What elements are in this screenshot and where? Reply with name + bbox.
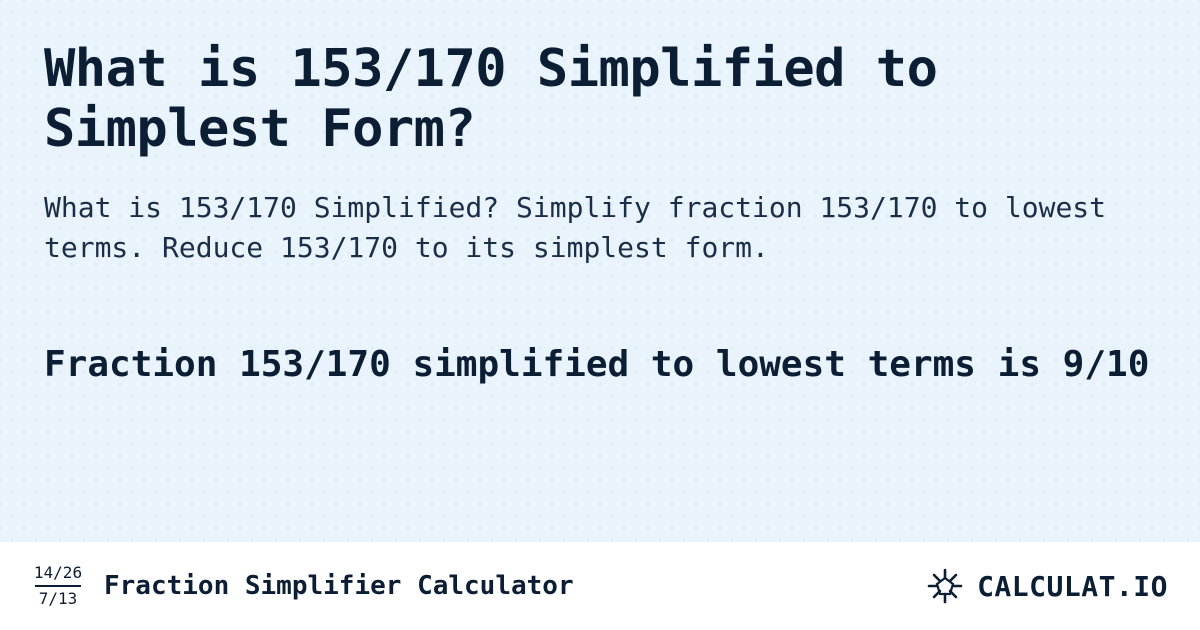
fraction-icon-bar: [35, 585, 81, 587]
fraction-icon: 14/26 7/13: [32, 564, 84, 607]
fraction-icon-top: 14/26: [34, 564, 82, 582]
main-content: What is 153/170 Simplified to Simplest F…: [0, 0, 1200, 389]
answer-heading: Fraction 153/170 simplified to lowest te…: [44, 341, 1156, 390]
page-subtitle: What is 153/170 Simplified? Simplify fra…: [44, 188, 1156, 269]
brand-name: CALCULAT.IO: [977, 570, 1168, 603]
page-title: What is 153/170 Simplified to Simplest F…: [44, 40, 1156, 160]
brand: CALCULAT.IO: [923, 564, 1168, 608]
brand-logo-icon: [923, 564, 967, 608]
fraction-icon-bottom: 7/13: [39, 590, 78, 608]
calculator-name: Fraction Simplifier Calculator: [104, 571, 903, 601]
footer-bar: 14/26 7/13 Fraction Simplifier Calculato…: [0, 542, 1200, 630]
